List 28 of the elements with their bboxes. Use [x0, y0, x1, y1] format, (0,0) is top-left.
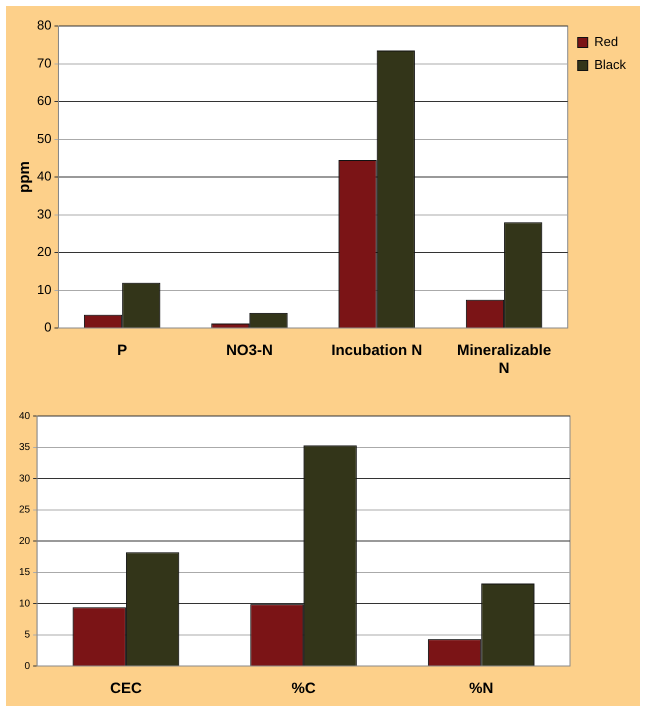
y-tick-label: 0	[44, 320, 52, 335]
x-tick-label: Mineralizable N	[456, 342, 552, 378]
y-tick-label: 60	[36, 93, 52, 108]
y-tick-label: 0	[24, 660, 31, 672]
x-tick-label: P	[117, 342, 128, 360]
y-tick-label: 5	[24, 630, 31, 640]
x-tick-label: Incubation N	[331, 342, 422, 360]
y-tick-label: 35	[19, 442, 31, 453]
y-tick-label: 70	[36, 55, 52, 70]
y-tick-label: 25	[19, 504, 31, 516]
y-tick-label: 80	[36, 18, 52, 33]
legend-label: Black	[594, 57, 626, 72]
y-tick-label: 50	[36, 130, 52, 146]
y-tick-label: 10	[36, 282, 52, 297]
y-tick-label: 10	[19, 598, 31, 610]
y-tick-label: 40	[36, 168, 52, 184]
y-tick-label: 20	[19, 536, 31, 547]
y-tick-label: 15	[19, 567, 31, 578]
x-tick-label: %N	[469, 680, 494, 698]
y-tick-label: 20	[36, 244, 52, 260]
y-axis-title: ppm	[16, 161, 34, 193]
y-tick-label: 40	[19, 410, 31, 422]
x-tick-label: NO3-N	[226, 342, 273, 360]
y-tick-label: 30	[19, 473, 31, 484]
y-tick-label: 30	[36, 206, 52, 222]
x-tick-label: CEC	[110, 680, 142, 698]
legend-label: Red	[594, 34, 618, 50]
x-tick-label: %C	[291, 680, 316, 698]
